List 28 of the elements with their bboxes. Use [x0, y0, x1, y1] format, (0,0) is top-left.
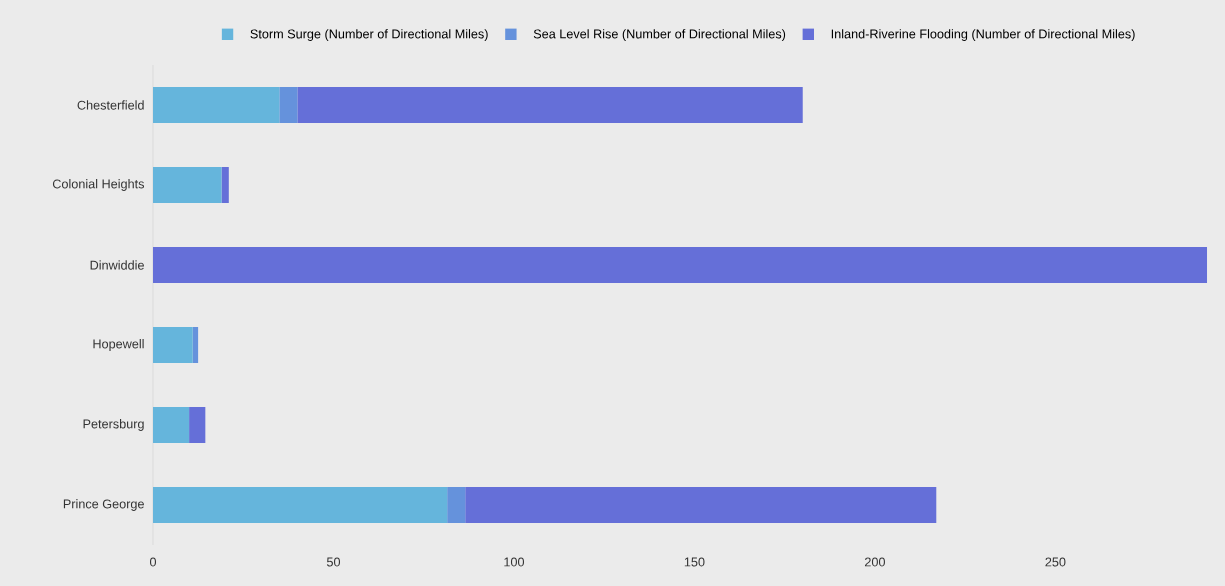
bar: [153, 327, 193, 364]
x-tick-label: 0: [149, 557, 157, 567]
x-tick-label: 200: [864, 557, 885, 567]
y-tick-label: Prince George: [63, 499, 144, 511]
legend-label: Storm Surge (Number of Directional Miles): [250, 29, 488, 41]
bar: [465, 487, 937, 524]
bar: [279, 87, 298, 124]
y-tick-label: Hopewell: [93, 339, 144, 351]
x-tick-label: 150: [684, 557, 705, 567]
y-tick-label: Dinwiddie: [90, 260, 144, 270]
x-tick-label: 100: [504, 557, 525, 567]
bar: [189, 407, 206, 444]
legend-label: Inland-Riverine Flooding (Number of Directional Miles): [831, 29, 1135, 41]
bar: [153, 87, 280, 124]
bar: [153, 487, 448, 524]
bar: [192, 327, 199, 364]
bar: [297, 87, 803, 124]
bar: [447, 487, 466, 524]
x-tick-label: 250: [1045, 557, 1066, 567]
legend-label: Sea Level Rise (Number of Directional Miles): [533, 29, 786, 41]
bar: [153, 167, 222, 204]
bar: [221, 167, 229, 204]
y-tick-label: Petersburg: [83, 419, 144, 431]
bar: [153, 407, 190, 444]
y-tick-label: Colonial Heights: [52, 179, 145, 191]
x-tick-label: 50: [326, 557, 341, 567]
bar: [153, 247, 1208, 284]
y-tick-label: Chesterfield: [77, 100, 144, 110]
